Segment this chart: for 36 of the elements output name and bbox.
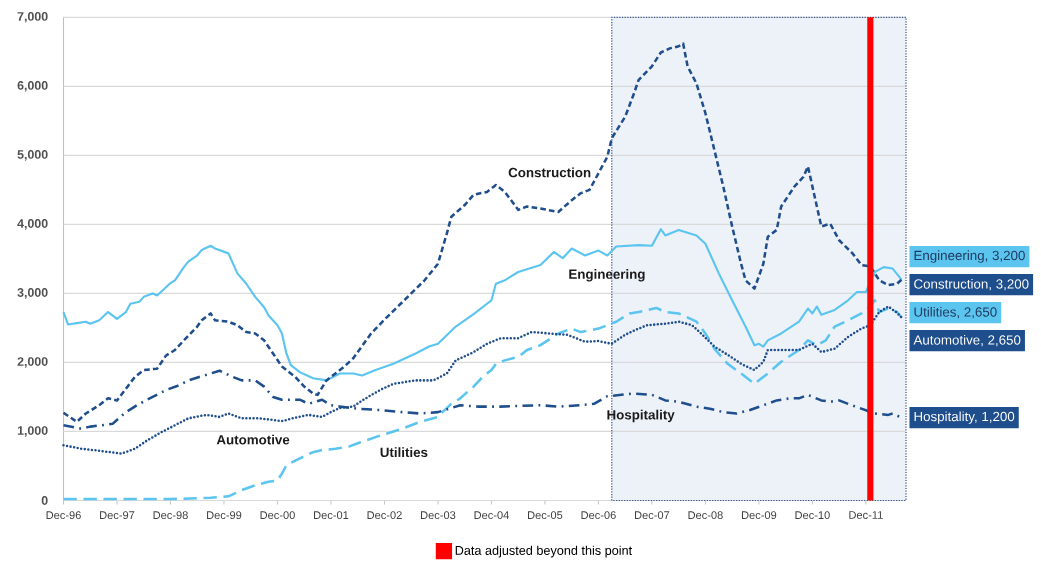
series-label: Automotive — [216, 434, 290, 445]
x-tick-label: Dec-02 — [367, 511, 402, 520]
x-tick-label: Dec-09 — [741, 511, 777, 520]
y-tick-label: 1,000 — [17, 426, 48, 437]
x-tick-label: Dec-01 — [314, 511, 349, 520]
y-tick-label: 3,000 — [17, 288, 48, 299]
line-series — [62, 228, 903, 382]
data-label: Automotive, 2,650 — [913, 334, 1021, 347]
x-tick-label: Dec-07 — [634, 511, 670, 520]
x-tick-label: Dec-04 — [474, 511, 509, 520]
series-label: Utilities — [380, 447, 428, 458]
x-tick-label: Dec-00 — [260, 511, 295, 520]
x-tick-label: Dec-99 — [207, 511, 242, 520]
legend-label: Data adjusted beyond this point — [455, 545, 633, 558]
x-tick-label: Dec-05 — [528, 511, 563, 520]
data-label: Utilities, 2,650 — [914, 306, 997, 319]
y-tick-label: 2,000 — [17, 357, 48, 368]
x-tick-label: Dec-96 — [46, 511, 81, 520]
x-tick-label: Dec-10 — [795, 511, 830, 520]
data-label: Engineering, 3,200 — [914, 250, 1025, 263]
data-label: Construction, 3,200 — [914, 278, 1029, 291]
x-tick-label: Dec-03 — [421, 511, 456, 520]
y-tick-label: 7,000 — [17, 12, 48, 23]
series-label: Construction — [508, 167, 591, 178]
x-tick-label: Dec-11 — [849, 511, 883, 519]
x-tick-label: Dec-98 — [153, 511, 188, 520]
y-tick-label: 6,000 — [17, 81, 48, 92]
series-label: Engineering — [569, 269, 645, 282]
y-tick-label: 0 — [41, 496, 48, 505]
x-tick-label: Dec-08 — [688, 511, 723, 520]
x-tick-label: Dec-97 — [100, 511, 135, 520]
data-label: Hospitality, 1,200 — [914, 411, 1015, 424]
series-label: Hospitality — [607, 409, 675, 423]
x-tick-label: Dec-06 — [581, 511, 616, 520]
y-tick-label: 4,000 — [17, 219, 48, 230]
y-tick-label: 5,000 — [17, 150, 48, 161]
